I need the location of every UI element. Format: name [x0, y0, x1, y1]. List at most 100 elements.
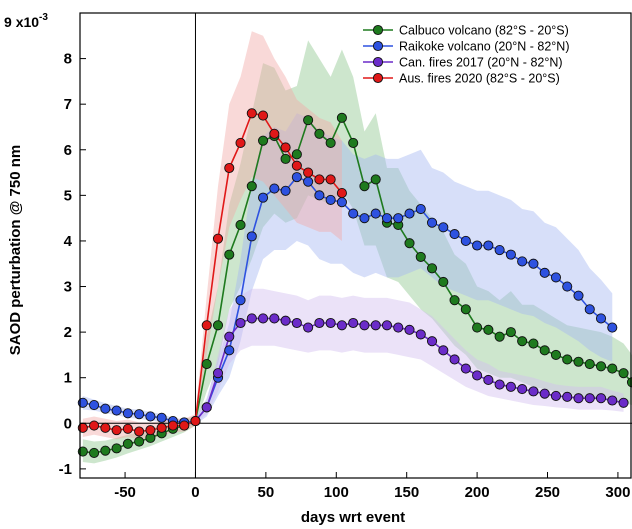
point-series-4 [336, 188, 347, 199]
point-series-2 [393, 213, 404, 224]
point-series-3 [224, 331, 235, 342]
point-series-2 [381, 213, 393, 224]
point-series-2 [494, 245, 505, 256]
point-series-1 [472, 322, 483, 333]
point-series-4 [258, 110, 269, 121]
point-series-3 [212, 368, 224, 379]
point-series-1 [505, 327, 516, 338]
point-series-3 [494, 379, 505, 390]
band-series-3 [195, 288, 624, 424]
point-series-3 [472, 370, 483, 381]
point-series-2 [336, 197, 347, 208]
y-tick-label: 8 [64, 51, 72, 68]
point-series-3 [562, 391, 573, 402]
x-tick-label: 200 [465, 484, 490, 501]
band-series-2 [82, 113, 613, 426]
point-series-2 [280, 185, 291, 196]
point-series-2 [460, 235, 471, 246]
point-series-2 [325, 194, 336, 205]
y-tick-label: 7 [64, 96, 72, 113]
point-series-4 [111, 425, 122, 436]
point-series-1 [235, 219, 246, 231]
point-series-1 [573, 356, 584, 367]
y-axis-label: SAOD perturbation @ 750 nm [7, 145, 24, 356]
point-series-1 [122, 438, 133, 449]
y-tick-label: 0 [64, 415, 72, 432]
point-series-2 [607, 322, 618, 333]
point-series-2 [303, 176, 314, 187]
point-series-3 [460, 363, 471, 374]
point-series-1 [325, 137, 336, 148]
legend-marker [372, 40, 384, 52]
point-series-2 [224, 345, 235, 356]
point-series-2 [258, 192, 269, 203]
point-series-4 [145, 425, 156, 436]
legend: Calbuco volcano (82°S - 20°S) Raikoke vol… [363, 24, 569, 86]
x-tick-label: -50 [114, 484, 136, 501]
point-series-2 [528, 258, 539, 269]
axis-ticks [80, 12, 619, 478]
y-tick-label: 5 [64, 187, 72, 204]
point-series-3 [449, 354, 460, 365]
point-series-3 [359, 320, 370, 331]
point-series-2 [100, 403, 111, 414]
point-series-2 [404, 208, 415, 219]
y-tick-label: 2 [64, 324, 72, 341]
point-series-3 [505, 381, 516, 392]
point-series-1 [595, 361, 607, 372]
point-series-4 [100, 422, 111, 433]
x-tick-label: 300 [605, 484, 630, 501]
point-series-2 [269, 183, 280, 194]
point-series-4 [269, 128, 280, 139]
point-series-3 [415, 329, 426, 340]
point-series-2 [145, 411, 156, 422]
x-axis-label: days wrt event [301, 509, 405, 526]
point-series-1 [111, 443, 122, 454]
point-series-1 [291, 149, 302, 160]
point-series-2 [370, 208, 381, 219]
point-series-3 [370, 320, 381, 331]
point-series-2 [562, 281, 573, 292]
point-series-3 [269, 313, 280, 324]
point-series-3 [404, 324, 415, 335]
point-series-1 [246, 181, 257, 192]
point-series-3 [235, 317, 246, 329]
point-series-3 [291, 317, 302, 329]
point-series-3 [303, 322, 314, 333]
point-series-4 [122, 423, 133, 434]
legend-label: Calbuco volcano (82°S - 20°S) [399, 24, 569, 38]
point-series-1 [280, 153, 291, 164]
point-series-2 [584, 304, 595, 315]
point-series-2 [472, 240, 483, 251]
point-series-2 [134, 409, 145, 420]
point-series-3 [528, 386, 539, 397]
point-series-4 [212, 233, 224, 244]
point-series-4 [325, 174, 336, 185]
point-series-2 [449, 229, 460, 240]
point-series-4 [156, 422, 167, 433]
point-series-1 [550, 349, 562, 360]
point-series-3 [618, 397, 629, 408]
point-series-3 [280, 315, 291, 326]
point-series-1 [584, 358, 595, 370]
point-series-4 [280, 142, 291, 153]
legend-label: Can. fires 2017 (20°N - 82°N) [399, 56, 563, 70]
legend-item: Can. fires 2017 (20°N - 82°N) [363, 56, 563, 70]
point-series-1 [89, 447, 100, 458]
point-series-3 [201, 402, 212, 413]
point-series-3 [426, 336, 438, 347]
point-series-2 [426, 217, 438, 228]
y-axis-exponent-power: -3 [39, 12, 48, 23]
point-series-4 [235, 137, 246, 148]
point-series-1 [528, 338, 539, 349]
point-series-3 [314, 317, 325, 329]
point-series-1 [348, 137, 359, 148]
point-series-1 [134, 436, 145, 447]
point-series-2 [550, 272, 562, 283]
point-series-1 [483, 324, 494, 335]
point-series-3 [258, 313, 269, 324]
point-series-1 [212, 320, 224, 331]
legend-item: Raikoke volcano (20°N - 82°N) [363, 40, 569, 54]
point-series-2 [595, 313, 607, 324]
point-series-2 [314, 190, 325, 201]
